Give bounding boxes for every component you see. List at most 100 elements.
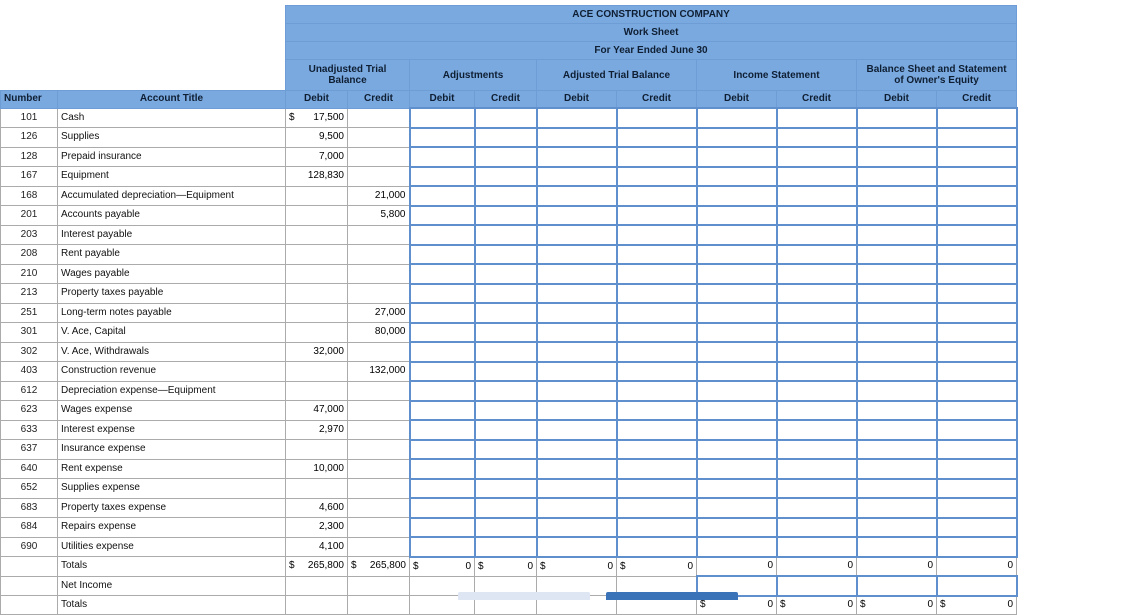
is-debit-input[interactable] bbox=[698, 285, 775, 302]
bs-credit-input[interactable] bbox=[938, 168, 1015, 185]
bs-debit-input[interactable] bbox=[858, 499, 935, 516]
adj-credit-input[interactable] bbox=[476, 109, 535, 126]
atb-credit-input[interactable] bbox=[618, 285, 695, 302]
bs-credit-input[interactable] bbox=[938, 207, 1015, 224]
is-debit-input[interactable] bbox=[698, 402, 775, 419]
adj-credit-input[interactable] bbox=[476, 246, 535, 263]
adj-debit-input[interactable] bbox=[411, 109, 473, 126]
adj-debit-input[interactable] bbox=[411, 363, 473, 380]
bs-debit-input[interactable] bbox=[858, 109, 935, 126]
adj-credit-input[interactable] bbox=[476, 363, 535, 380]
adj-debit-input[interactable] bbox=[411, 421, 473, 438]
is-credit-input[interactable] bbox=[778, 187, 855, 204]
atb-credit-input[interactable] bbox=[618, 304, 695, 321]
is-credit-input[interactable] bbox=[778, 441, 855, 458]
bs-debit-input[interactable] bbox=[858, 460, 935, 477]
adj-debit-input[interactable] bbox=[411, 285, 473, 302]
bs-credit-input[interactable] bbox=[938, 480, 1015, 497]
atb-debit-input[interactable] bbox=[538, 324, 615, 341]
is-debit-input[interactable] bbox=[698, 304, 775, 321]
adj-credit-input[interactable] bbox=[476, 402, 535, 419]
adj-credit-input[interactable] bbox=[476, 441, 535, 458]
is-debit-input[interactable] bbox=[698, 187, 775, 204]
bs-credit-input[interactable] bbox=[938, 324, 1015, 341]
atb-debit-input[interactable] bbox=[538, 187, 615, 204]
bs-credit-input[interactable] bbox=[938, 246, 1015, 263]
bs-credit-input[interactable] bbox=[938, 129, 1015, 146]
is-debit-input[interactable] bbox=[698, 343, 775, 360]
atb-debit-input[interactable] bbox=[538, 265, 615, 282]
bs-debit-input[interactable] bbox=[858, 519, 935, 536]
next-button[interactable] bbox=[606, 592, 738, 600]
atb-credit-input[interactable] bbox=[618, 187, 695, 204]
bs-credit-input[interactable] bbox=[938, 382, 1015, 399]
adj-debit-input[interactable] bbox=[411, 343, 473, 360]
is-credit-input[interactable] bbox=[778, 382, 855, 399]
is-debit-input[interactable] bbox=[698, 421, 775, 438]
bs-debit-input[interactable] bbox=[858, 265, 935, 282]
is-debit-input[interactable] bbox=[698, 324, 775, 341]
atb-credit-input[interactable] bbox=[618, 441, 695, 458]
adj-credit-input[interactable] bbox=[476, 285, 535, 302]
bs-credit-input[interactable] bbox=[938, 148, 1015, 165]
bs-credit-input[interactable] bbox=[938, 402, 1015, 419]
is-debit-input[interactable] bbox=[698, 441, 775, 458]
adj-debit-input[interactable] bbox=[411, 499, 473, 516]
is-credit-input[interactable] bbox=[778, 246, 855, 263]
is-debit-input[interactable] bbox=[698, 226, 775, 243]
atb-credit-input[interactable] bbox=[618, 363, 695, 380]
adj-debit-input[interactable] bbox=[411, 304, 473, 321]
adj-debit-input[interactable] bbox=[411, 441, 473, 458]
is-debit-input[interactable] bbox=[698, 265, 775, 282]
bs-credit-input[interactable] bbox=[938, 285, 1015, 302]
adj-debit-input[interactable] bbox=[411, 187, 473, 204]
is-debit-input[interactable] bbox=[698, 129, 775, 146]
is-credit-input[interactable] bbox=[778, 226, 855, 243]
atb-debit-input[interactable] bbox=[538, 109, 615, 126]
bs-credit-input[interactable] bbox=[938, 421, 1015, 438]
adj-credit-input[interactable] bbox=[476, 304, 535, 321]
bs-debit-input[interactable] bbox=[858, 421, 935, 438]
net-income-bs-credit-input[interactable] bbox=[938, 577, 1015, 594]
atb-debit-input[interactable] bbox=[538, 363, 615, 380]
is-debit-input[interactable] bbox=[698, 499, 775, 516]
adj-debit-input[interactable] bbox=[411, 519, 473, 536]
atb-debit-input[interactable] bbox=[538, 538, 615, 555]
adj-credit-input[interactable] bbox=[476, 324, 535, 341]
bs-debit-input[interactable] bbox=[858, 187, 935, 204]
is-credit-input[interactable] bbox=[778, 109, 855, 126]
is-credit-input[interactable] bbox=[778, 304, 855, 321]
is-debit-input[interactable] bbox=[698, 480, 775, 497]
bs-debit-input[interactable] bbox=[858, 246, 935, 263]
is-credit-input[interactable] bbox=[778, 265, 855, 282]
atb-credit-input[interactable] bbox=[618, 109, 695, 126]
net-income-bs-debit-input[interactable] bbox=[858, 577, 935, 594]
atb-credit-input[interactable] bbox=[618, 460, 695, 477]
net-income-is-credit-input[interactable] bbox=[778, 577, 855, 594]
is-debit-input[interactable] bbox=[698, 168, 775, 185]
bs-debit-input[interactable] bbox=[858, 168, 935, 185]
atb-credit-input[interactable] bbox=[618, 226, 695, 243]
atb-credit-input[interactable] bbox=[618, 382, 695, 399]
bs-credit-input[interactable] bbox=[938, 363, 1015, 380]
atb-debit-input[interactable] bbox=[538, 207, 615, 224]
atb-debit-input[interactable] bbox=[538, 168, 615, 185]
adj-credit-input[interactable] bbox=[476, 460, 535, 477]
bs-credit-input[interactable] bbox=[938, 109, 1015, 126]
atb-credit-input[interactable] bbox=[618, 324, 695, 341]
adj-credit-input[interactable] bbox=[476, 538, 535, 555]
is-debit-input[interactable] bbox=[698, 207, 775, 224]
adj-credit-input[interactable] bbox=[476, 265, 535, 282]
is-debit-input[interactable] bbox=[698, 538, 775, 555]
bs-credit-input[interactable] bbox=[938, 460, 1015, 477]
adj-credit-input[interactable] bbox=[476, 382, 535, 399]
prev-button[interactable] bbox=[458, 592, 590, 600]
bs-debit-input[interactable] bbox=[858, 382, 935, 399]
adj-debit-input[interactable] bbox=[411, 148, 473, 165]
bs-credit-input[interactable] bbox=[938, 441, 1015, 458]
bs-credit-input[interactable] bbox=[938, 519, 1015, 536]
atb-credit-input[interactable] bbox=[618, 499, 695, 516]
adj-debit-input[interactable] bbox=[411, 265, 473, 282]
bs-debit-input[interactable] bbox=[858, 343, 935, 360]
adj-credit-input[interactable] bbox=[476, 499, 535, 516]
